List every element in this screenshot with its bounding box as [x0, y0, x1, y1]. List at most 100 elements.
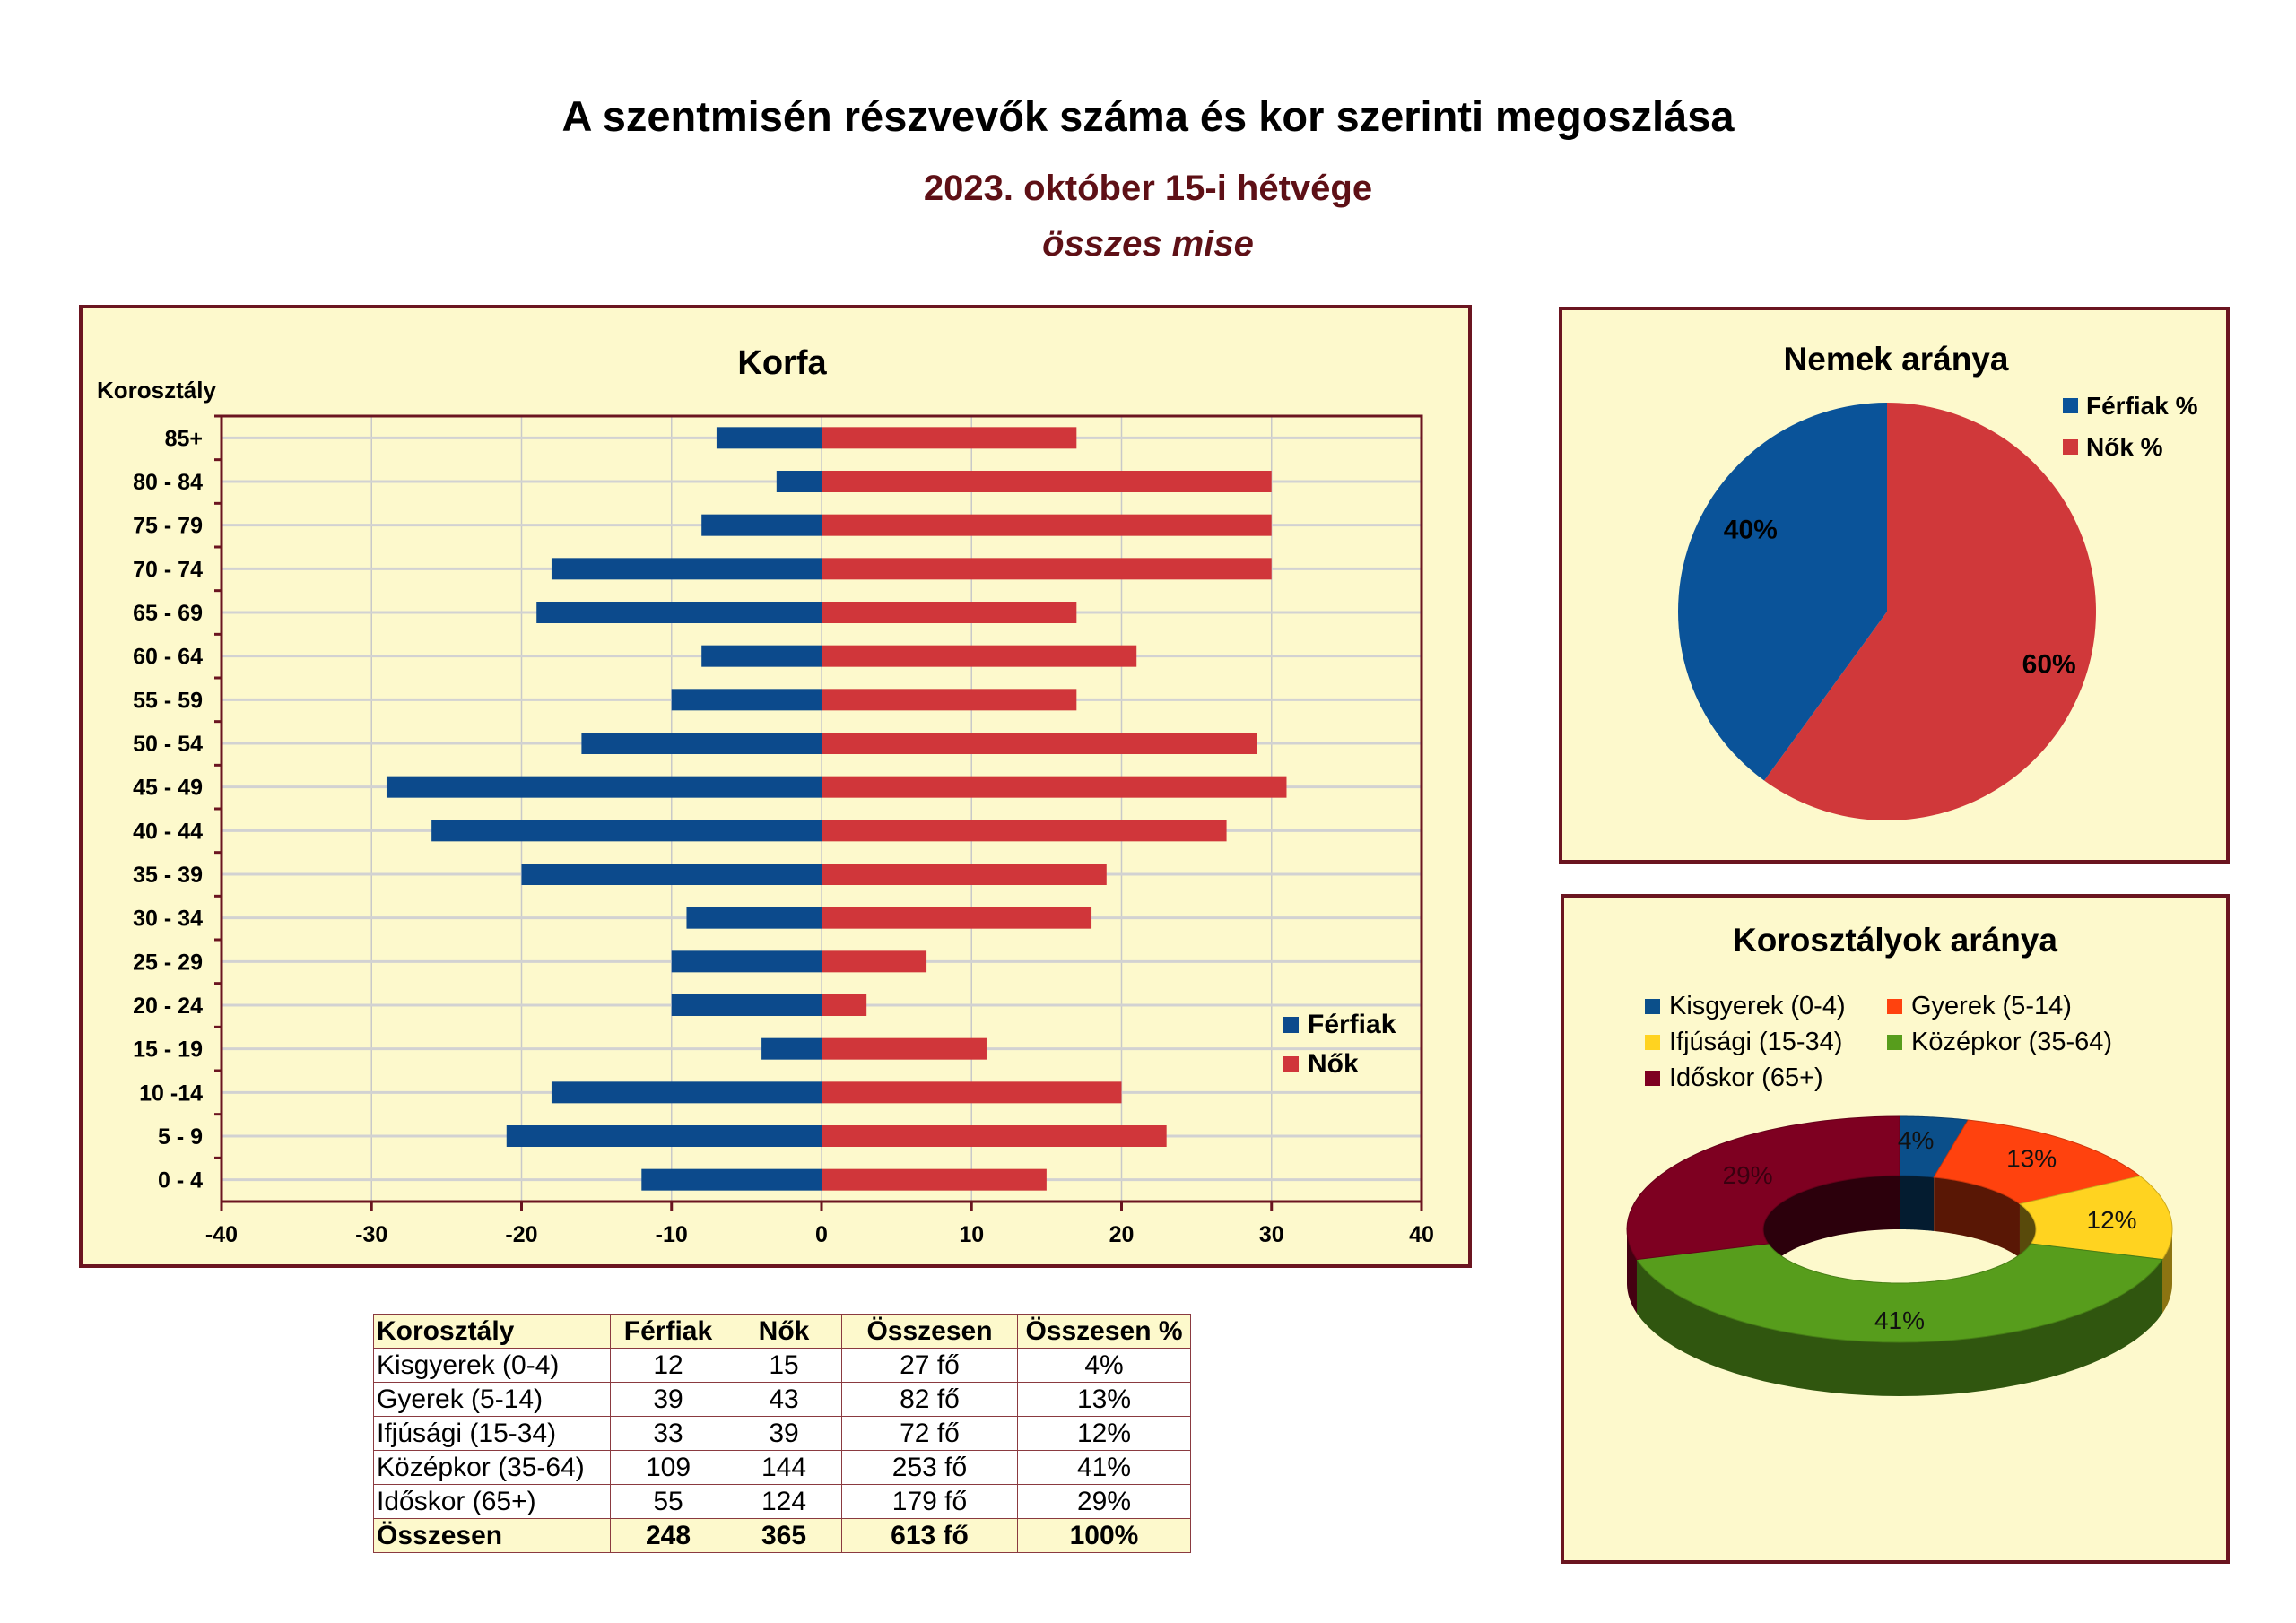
bar-ferfiak — [536, 602, 822, 623]
col-header: Korosztály — [373, 1314, 611, 1349]
donut-outer-wall — [1636, 1259, 2163, 1396]
summary-table: Korosztály Férfiak Nők Összesen Összesen… — [373, 1314, 1191, 1553]
table-cell: Gyerek (5-14) — [373, 1382, 611, 1417]
donut-outer-wall — [2162, 1229, 2172, 1314]
table-cell: 179 fő — [841, 1484, 1018, 1519]
y-tick-label: 65 - 69 — [133, 601, 203, 626]
y-axis-label: Korosztály — [97, 377, 216, 404]
bar-ferfiak — [581, 733, 822, 754]
table-cell: 13% — [1017, 1382, 1191, 1417]
table-cell: 55 — [610, 1484, 726, 1519]
chart-title: Korfa — [737, 344, 827, 382]
y-tick-label: 30 - 34 — [133, 907, 203, 932]
y-tick-label: 20 - 24 — [133, 994, 203, 1019]
page-subtitle: 2023. október 15-i hétvége — [923, 169, 1373, 208]
bar-nok — [822, 558, 1272, 580]
table-row: Ifjúsági (15-34) 33 39 72 fő 12% — [373, 1416, 1191, 1451]
table-cell: 82 fő — [841, 1382, 1018, 1417]
bar-nok — [822, 820, 1227, 842]
table-cell: 27 fő — [841, 1348, 1018, 1383]
table-cell: 43 — [726, 1382, 842, 1417]
y-tick-label: 10 -14 — [139, 1081, 203, 1106]
bar-ferfiak — [386, 776, 822, 798]
bar-nok — [822, 776, 1287, 798]
bar-ferfiak — [671, 994, 822, 1016]
table-cell: 41% — [1017, 1450, 1191, 1485]
x-tick-label: 20 — [1109, 1222, 1135, 1247]
bar-ferfiak — [716, 427, 822, 449]
pie-label: 40% — [1724, 516, 1778, 545]
legend-swatch — [1645, 1035, 1660, 1050]
bar-nok — [822, 1037, 987, 1060]
page-title: A szentmisén részvevők száma és kor szer… — [561, 92, 1735, 140]
chart-title: Nemek aránya — [1784, 341, 2009, 378]
y-tick-label: 80 - 84 — [133, 470, 203, 495]
y-tick-label: 5 - 9 — [158, 1124, 203, 1150]
x-tick-label: -30 — [355, 1222, 387, 1247]
table-cell: 248 — [610, 1518, 726, 1553]
bar-ferfiak — [551, 558, 822, 580]
table-cell: 613 fő — [841, 1518, 1018, 1553]
table-header-row: Korosztály Férfiak Nők Összesen Összesen… — [373, 1314, 1191, 1349]
col-header: Összesen % — [1017, 1314, 1191, 1349]
table-cell: Kisgyerek (0-4) — [373, 1348, 611, 1383]
bar-ferfiak — [506, 1125, 822, 1147]
table-cell: Összesen — [373, 1518, 611, 1553]
age-donut-chart: Korosztályok aránya Kisgyerek (0-4) Gyerek… — [1626, 922, 2173, 1396]
bar-nok — [822, 733, 1257, 754]
y-tick-label: 35 - 39 — [133, 863, 203, 888]
y-tick-label: 60 - 64 — [133, 645, 203, 670]
x-tick-label: 10 — [959, 1222, 984, 1247]
donut-inner-wall — [1763, 1176, 1900, 1283]
table-cell: 124 — [726, 1484, 842, 1519]
chart-title: Korosztályok aránya — [1733, 922, 2057, 959]
bar-nok — [822, 645, 1137, 667]
table-cell: Időskor (65+) — [373, 1484, 611, 1519]
bar-ferfiak — [641, 1168, 822, 1191]
legend-swatch — [1645, 1071, 1660, 1086]
x-tick-label: -40 — [205, 1222, 238, 1247]
legend-swatch — [1645, 999, 1660, 1014]
table-cell: 29% — [1017, 1484, 1191, 1519]
bar-nok — [822, 514, 1272, 536]
table-cell: 33 — [610, 1416, 726, 1451]
y-tick-label: 75 - 79 — [133, 514, 203, 539]
legend-swatch — [1887, 1035, 1902, 1050]
legend-label: Nők % — [2086, 433, 2163, 461]
legend-swatch — [1887, 999, 1902, 1014]
legend-label: Gyerek (5-14) — [1911, 992, 2072, 1020]
table-row: Időskor (65+) 55 124 179 fő 29% — [373, 1484, 1191, 1519]
bar-ferfiak — [776, 471, 822, 492]
table-cell: Ifjúsági (15-34) — [373, 1416, 611, 1451]
donut-slice — [1626, 1115, 1900, 1261]
bar-ferfiak — [701, 645, 822, 667]
legend-swatch — [1283, 1017, 1299, 1033]
legend-label: Kisgyerek (0-4) — [1669, 992, 1846, 1020]
bar-ferfiak — [671, 689, 822, 711]
page-subtitle-2: összes mise — [1042, 224, 1254, 264]
table-cell: 109 — [610, 1450, 726, 1485]
table-cell: 4% — [1017, 1348, 1191, 1383]
table-cell: Középkor (35-64) — [373, 1450, 611, 1485]
legend-swatch — [2063, 439, 2078, 455]
y-tick-label: 50 - 54 — [133, 732, 203, 757]
y-tick-label: 25 - 29 — [133, 950, 203, 975]
donut-label: 41% — [1874, 1306, 1925, 1334]
x-tick-label: 40 — [1409, 1222, 1434, 1247]
y-tick-label: 0 - 4 — [158, 1168, 203, 1193]
donut-outer-wall — [1627, 1229, 1637, 1314]
y-tick-label: 15 - 19 — [133, 1037, 203, 1063]
donut-label: 29% — [1723, 1161, 1773, 1189]
donut-label: 13% — [2006, 1145, 2057, 1173]
pie-label: 60% — [2022, 650, 2076, 680]
bar-ferfiak — [521, 864, 822, 885]
table-cell: 253 fő — [841, 1450, 1018, 1485]
bar-nok — [822, 950, 927, 973]
x-tick-label: 0 — [815, 1222, 828, 1247]
bar-nok — [822, 1081, 1122, 1104]
x-tick-label: 30 — [1259, 1222, 1284, 1247]
bar-ferfiak — [761, 1037, 822, 1060]
bar-nok — [822, 907, 1092, 929]
col-header: Összesen — [841, 1314, 1018, 1349]
table-cell: 39 — [726, 1416, 842, 1451]
